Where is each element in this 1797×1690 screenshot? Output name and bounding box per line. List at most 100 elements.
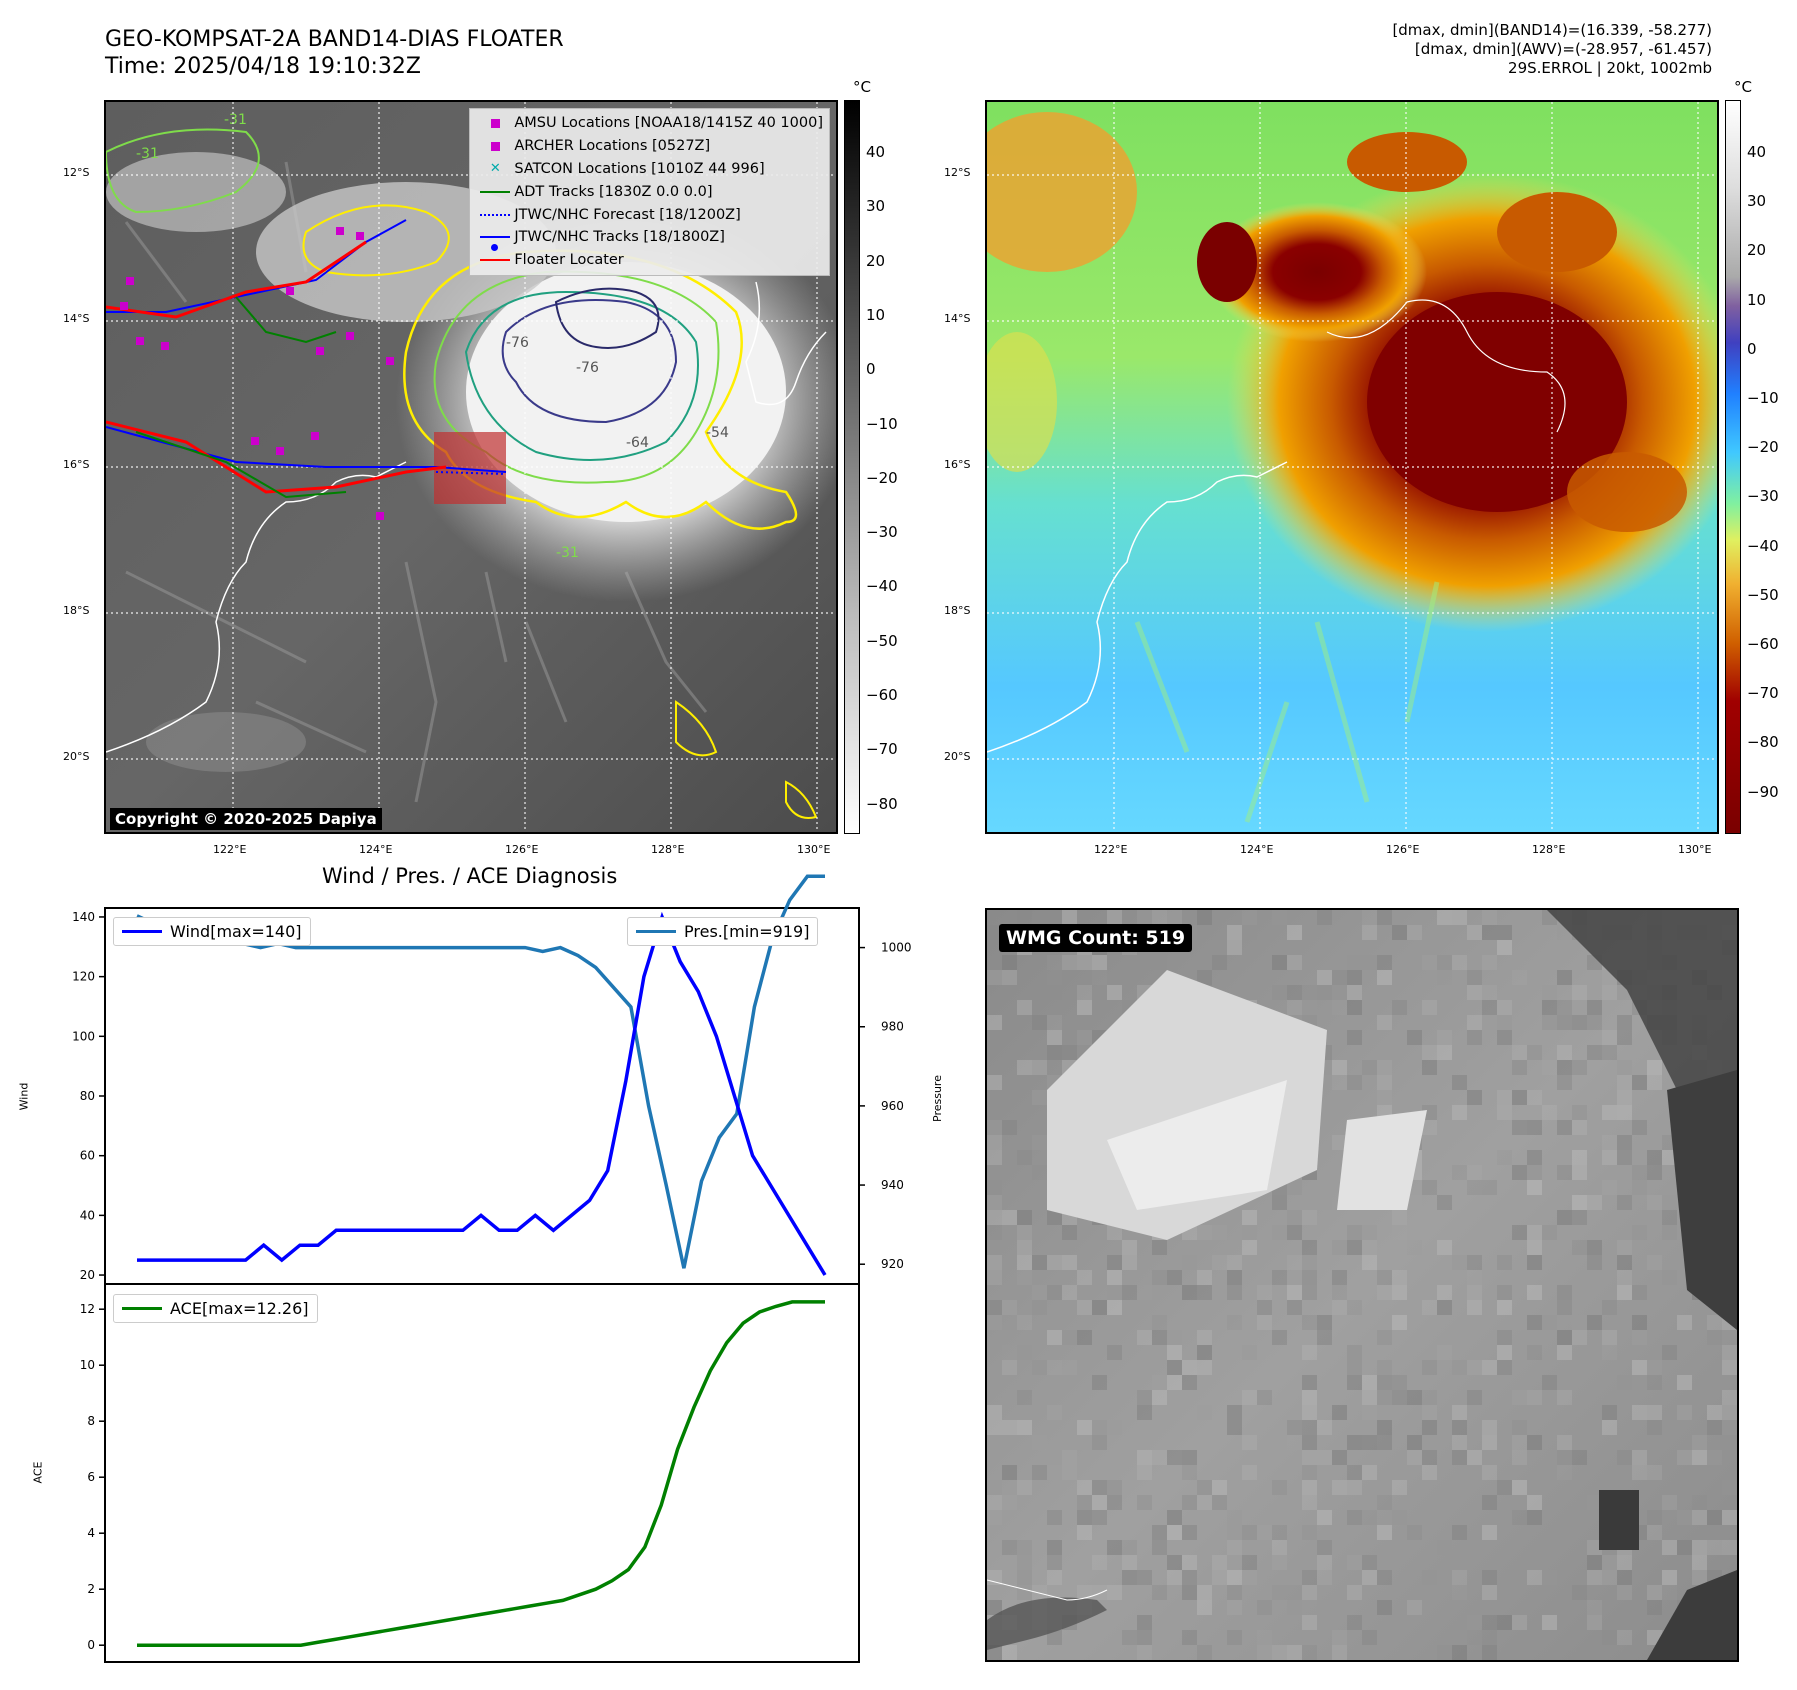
lat-label: 18°S (63, 604, 90, 617)
axis-tick-label: 140 (72, 910, 95, 924)
contour-label: -31 (556, 545, 579, 561)
axis-tick-label: 4 (87, 1526, 95, 1540)
colorbar-tick-label: 40 (1747, 143, 1767, 161)
contour-label: -31 (136, 146, 159, 162)
color-colorbar (1725, 100, 1741, 834)
wmg-count-badge: WMG Count: 519 (999, 924, 1193, 952)
colorbar-tick-label: −70 (866, 740, 898, 759)
colorbar-tick-label: −60 (1747, 635, 1779, 653)
lat-label: 16°S (63, 458, 90, 471)
page-title: GEO-KOMPSAT-2A BAND14-DIAS FLOATER Time:… (105, 26, 564, 80)
axis-tick-label: 40 (80, 1208, 95, 1222)
legend-item: Floater Locater (476, 249, 823, 272)
square-marker-icon (490, 141, 500, 151)
ace-axes-frame (104, 1283, 860, 1663)
colorbar-tick-label: 10 (866, 305, 886, 324)
legend-item: ADT Tracks [1830Z 0.0 0.0] (476, 180, 823, 203)
ace-series-line (137, 1300, 825, 1647)
axis-tick-label: 120 (72, 970, 95, 984)
colorbar-tick-label: 0 (866, 360, 876, 379)
lat-label: 12°S (944, 166, 971, 179)
lat-label: 14°S (944, 312, 971, 325)
colorbar-tick-label: −30 (866, 523, 898, 542)
legend-label: ADT Tracks [1830Z 0.0 0.0] (514, 183, 713, 200)
lon-label: 122°E (213, 843, 247, 856)
diagnosis-title: Wind / Pres. / ACE Diagnosis (322, 864, 618, 888)
axis-tick-label: 100 (72, 1029, 95, 1043)
wind-legend-label: Wind[max=140] (170, 922, 302, 941)
colorbar-unit: °C (853, 78, 871, 96)
colorbar-unit: °C (1734, 78, 1752, 96)
colorbar-tick-label: −50 (1747, 585, 1779, 604)
legend-label: ARCHER Locations [0527Z] (514, 138, 711, 155)
contour-label: -54 (706, 425, 729, 441)
colorbar-tick-label: −90 (1747, 782, 1779, 801)
line-marker-icon (636, 930, 676, 933)
axis-tick-label: 980 (881, 1020, 904, 1034)
colorbar-tick-label: −80 (866, 794, 898, 813)
colorbar-tick-label: −20 (866, 468, 898, 487)
colorbar-tick-label: −50 (866, 631, 898, 650)
axis-tick-label: 8 (87, 1414, 95, 1428)
legend-item: ✕ SATCON Locations [1010Z 44 996] (476, 158, 823, 181)
ir-map-panel: -31 -31 -76 -76 -64 -54 -31 (104, 100, 838, 834)
lat-label: 20°S (63, 750, 90, 763)
colorbar-tick-label: 20 (866, 251, 886, 270)
ace-legend-label: ACE[max=12.26] (170, 1299, 309, 1318)
lon-label: 124°E (1240, 843, 1274, 856)
colorbar-tick-label: −10 (1747, 389, 1779, 407)
lon-label: 130°E (797, 843, 831, 856)
colorbar-tick-label: −70 (1747, 684, 1779, 703)
legend-label: SATCON Locations [1010Z 44 996] (514, 160, 765, 177)
title-line-1: GEO-KOMPSAT-2A BAND14-DIAS FLOATER (105, 27, 564, 52)
axis-tick-label: 60 (80, 1149, 95, 1163)
colorbar-tick-label: −40 (866, 577, 898, 596)
contour-label: -76 (576, 360, 599, 376)
color-map-panel (985, 100, 1719, 834)
legend-label: AMSU Locations [NOAA18/1415Z 40 1000] (514, 115, 823, 132)
line-marker-icon (480, 259, 511, 262)
colorbar-tick-label: 30 (866, 197, 886, 216)
axis-tick-label: 20 (80, 1268, 95, 1282)
colorbar-tick-label: −30 (1747, 487, 1779, 506)
legend-label: JTWC/NHC Forecast [18/1200Z] (514, 206, 741, 223)
wind-axes-frame (104, 907, 860, 1285)
info-line-3: 29S.ERROL | 20kt, 1002mb (1508, 59, 1712, 77)
axis-tick-label: 10 (80, 1358, 95, 1372)
lat-label: 18°S (944, 604, 971, 617)
wind-legend: Wind[max=140] (113, 917, 311, 946)
lon-label: 124°E (359, 843, 393, 856)
axis-tick-label: 2 (87, 1582, 95, 1596)
ace-legend: ACE[max=12.26] (113, 1294, 318, 1323)
wind-series-line (137, 911, 827, 1276)
info-block: [dmax, dmin](BAND14)=(16.339, -58.277) [… (1392, 21, 1712, 78)
colorbar-tick-label: −60 (866, 686, 898, 704)
pressure-legend: Pres.[min=919] (627, 917, 819, 946)
legend-label: JTWC/NHC Tracks [18/1800Z] (514, 229, 725, 246)
lon-label: 122°E (1094, 843, 1128, 856)
line-marker-icon (122, 930, 162, 933)
contour-label: -76 (506, 335, 529, 351)
legend-item: JTWC/NHC Tracks [18/1800Z] (476, 226, 823, 252)
color-map-image (987, 102, 1717, 832)
colorbar-tick-label: 40 (866, 143, 886, 161)
info-line-1: [dmax, dmin](BAND14)=(16.339, -58.277) (1392, 21, 1712, 39)
info-line-2: [dmax, dmin](AWV)=(-28.957, -61.457) (1414, 40, 1712, 58)
axis-tick-label: 920 (881, 1257, 904, 1271)
contour-label: -31 (224, 112, 247, 128)
lat-label: 16°S (944, 458, 971, 471)
legend-item: AMSU Locations [NOAA18/1415Z 40 1000] (476, 112, 823, 135)
axis-tick-label: 6 (87, 1470, 95, 1484)
lat-label: 14°S (63, 312, 90, 325)
colorbar-tick-label: −80 (1747, 733, 1779, 752)
colorbar-tick-label: −20 (1747, 438, 1779, 457)
contour-label: -64 (626, 435, 649, 451)
map-legend: AMSU Locations [NOAA18/1415Z 40 1000] AR… (469, 108, 830, 276)
line-marker-icon (480, 190, 511, 193)
axis-tick-label: 80 (80, 1089, 95, 1103)
copyright-label: Copyright © 2020-2025 Dapiya (110, 808, 382, 830)
lon-label: 126°E (1386, 843, 1420, 856)
lon-label: 126°E (505, 843, 539, 856)
colorbar-tick-label: 20 (1747, 241, 1767, 260)
